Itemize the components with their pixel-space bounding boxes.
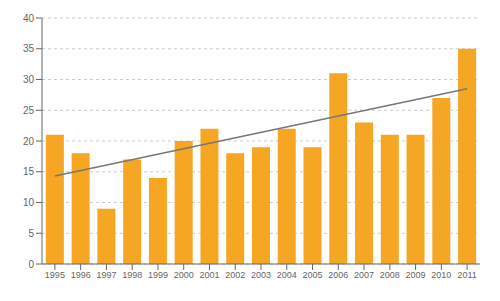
svg-text:15: 15 xyxy=(23,166,35,177)
svg-text:2002: 2002 xyxy=(225,270,245,280)
svg-text:2008: 2008 xyxy=(380,270,400,280)
svg-text:2004: 2004 xyxy=(277,270,297,280)
svg-text:2009: 2009 xyxy=(406,270,426,280)
svg-text:2005: 2005 xyxy=(303,270,323,280)
svg-text:2006: 2006 xyxy=(328,270,348,280)
svg-text:2003: 2003 xyxy=(251,270,271,280)
svg-text:5: 5 xyxy=(28,228,34,239)
svg-text:1999: 1999 xyxy=(148,270,168,280)
svg-text:30: 30 xyxy=(23,74,35,85)
svg-text:2010: 2010 xyxy=(431,270,451,280)
svg-text:1996: 1996 xyxy=(71,270,91,280)
svg-text:10: 10 xyxy=(23,197,35,208)
svg-text:2001: 2001 xyxy=(199,270,219,280)
svg-text:40: 40 xyxy=(23,13,35,24)
svg-text:2007: 2007 xyxy=(354,270,374,280)
svg-text:1995: 1995 xyxy=(45,270,65,280)
svg-text:2011: 2011 xyxy=(457,270,476,280)
svg-text:1998: 1998 xyxy=(122,270,142,280)
svg-text:1997: 1997 xyxy=(96,270,116,280)
svg-text:20: 20 xyxy=(23,136,35,147)
svg-text:25: 25 xyxy=(23,105,35,116)
svg-text:0: 0 xyxy=(28,259,34,270)
svg-text:35: 35 xyxy=(23,43,35,54)
svg-text:2000: 2000 xyxy=(174,270,194,280)
